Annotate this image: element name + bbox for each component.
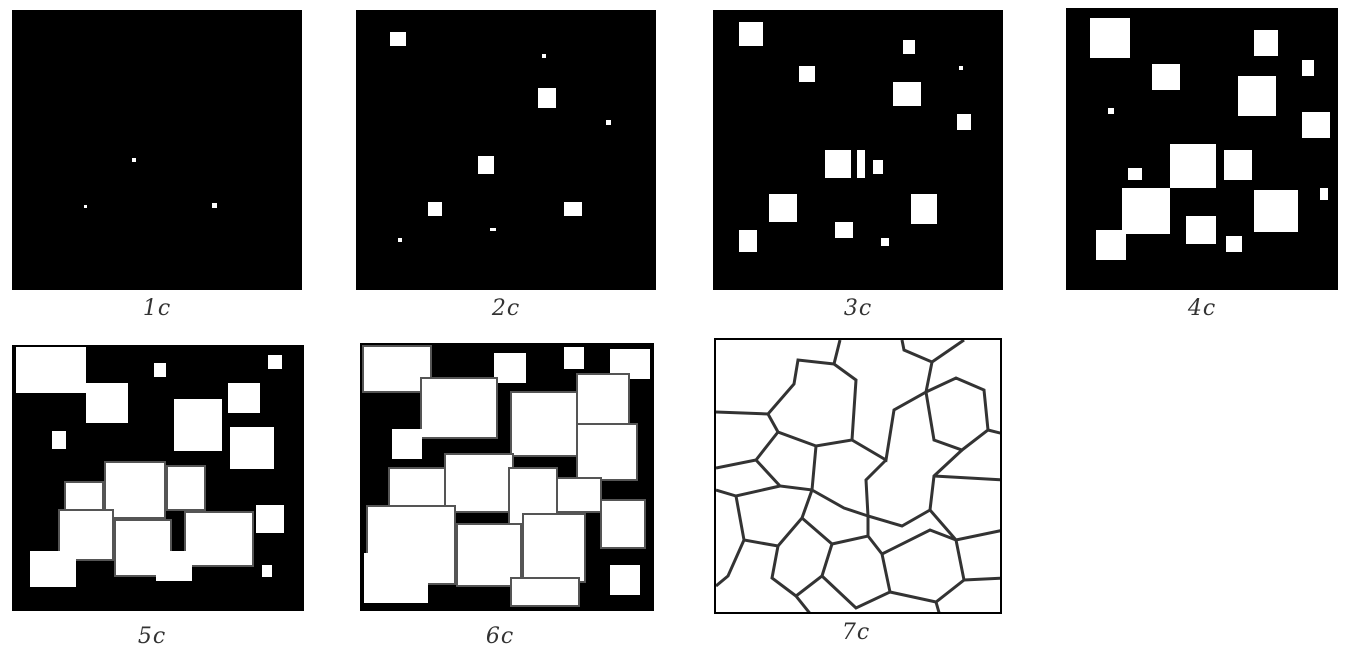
grain — [1152, 64, 1180, 90]
grain — [156, 551, 192, 581]
grain — [576, 373, 630, 425]
grain — [1122, 188, 1170, 234]
grain — [490, 228, 496, 231]
caption-2c: 2c — [491, 296, 521, 321]
grain — [610, 565, 640, 595]
grain — [564, 347, 584, 369]
grain — [1224, 150, 1252, 180]
grain — [576, 423, 638, 481]
panel-4c — [1066, 8, 1338, 290]
grain — [739, 22, 763, 46]
grain — [1254, 30, 1278, 56]
grain — [364, 553, 428, 603]
grain — [835, 222, 853, 238]
grain — [600, 499, 646, 549]
grain — [739, 230, 757, 252]
caption-5c: 5c — [137, 624, 167, 649]
grain — [478, 156, 494, 174]
caption-1c: 1c — [142, 296, 172, 321]
grain — [228, 383, 260, 413]
grain — [1170, 144, 1216, 188]
panel-6c — [360, 343, 654, 611]
grain — [132, 158, 136, 162]
grain — [428, 202, 442, 216]
grain — [1320, 188, 1328, 200]
grain — [392, 429, 422, 459]
caption-3c: 3c — [843, 296, 873, 321]
grain — [769, 194, 797, 222]
grain — [52, 431, 66, 449]
grain — [16, 347, 86, 393]
grain — [494, 353, 526, 383]
grain — [1302, 112, 1330, 138]
grain — [84, 205, 87, 208]
grain — [1238, 76, 1276, 116]
grain — [230, 427, 274, 469]
grain — [825, 150, 851, 178]
grain — [398, 238, 402, 242]
grain — [893, 82, 921, 106]
grain — [184, 511, 254, 567]
grain — [522, 513, 586, 583]
grain — [959, 66, 963, 70]
grain — [174, 399, 222, 451]
grain — [456, 523, 522, 587]
grain — [1302, 60, 1314, 76]
caption-7c: 7c — [841, 620, 871, 645]
grain — [166, 465, 206, 511]
grain — [1226, 236, 1242, 252]
grain — [542, 54, 546, 58]
grain — [212, 203, 217, 208]
grain — [444, 453, 514, 513]
grain — [86, 383, 128, 423]
grain — [606, 120, 611, 125]
grain — [420, 377, 498, 439]
grain — [564, 202, 582, 216]
panel-3c — [713, 10, 1003, 290]
grain — [1254, 190, 1298, 232]
grain — [911, 194, 937, 224]
grain — [881, 238, 889, 246]
grain — [390, 32, 406, 46]
panel-1c — [12, 10, 302, 290]
panel-2c — [356, 10, 656, 290]
grain — [957, 114, 971, 130]
grain — [1108, 108, 1114, 114]
grain — [799, 66, 815, 82]
grain — [556, 477, 602, 513]
grain — [1096, 230, 1126, 260]
grain — [873, 160, 883, 174]
grain — [30, 551, 76, 587]
grain — [1186, 216, 1216, 244]
grain — [104, 461, 166, 519]
panel-7c — [714, 338, 1002, 614]
grain — [510, 577, 580, 607]
grain — [903, 40, 915, 54]
grain — [1090, 18, 1130, 58]
grain — [510, 391, 580, 457]
grain-boundary-network — [716, 340, 1000, 612]
grain — [262, 565, 272, 577]
grain — [538, 88, 556, 108]
grain — [64, 481, 104, 511]
grain — [154, 363, 166, 377]
panel-5c — [12, 345, 304, 611]
grain — [256, 505, 284, 533]
caption-4c: 4c — [1187, 296, 1217, 321]
grain — [268, 355, 282, 369]
grain — [1128, 168, 1142, 180]
grain — [857, 150, 865, 178]
caption-6c: 6c — [485, 624, 515, 649]
